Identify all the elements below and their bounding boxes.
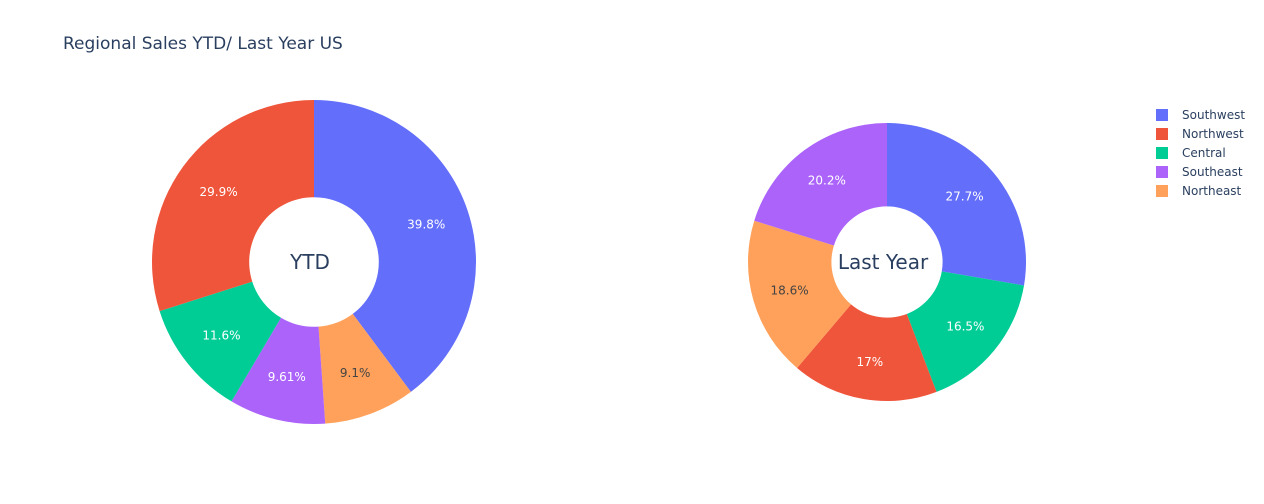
slice-southwest[interactable] xyxy=(887,123,1027,286)
donut-chart-ytd: 39.8% 9.1% 9.61% 11.6% 29.9% YTD xyxy=(151,99,476,424)
slice-southeast[interactable] xyxy=(231,317,326,424)
legend[interactable]: Southwest Northwest Central Southeast No… xyxy=(1156,105,1245,200)
slice-label-northwest: 17% xyxy=(857,355,884,369)
slice-label-central: 16.5% xyxy=(946,319,984,333)
slice-label-southeast: 9.61% xyxy=(268,370,306,384)
slice-label-southeast: 20.2% xyxy=(808,173,846,187)
legend-item-northwest[interactable]: Northwest xyxy=(1156,124,1245,143)
legend-label: Northwest xyxy=(1182,126,1244,141)
legend-item-central[interactable]: Central xyxy=(1156,143,1245,162)
slice-central[interactable] xyxy=(159,281,281,402)
slice-northwest[interactable] xyxy=(797,304,937,402)
legend-label: Southeast xyxy=(1182,164,1243,179)
slice-label-southwest: 39.8% xyxy=(407,218,445,232)
slice-label-northwest: 29.9% xyxy=(199,185,237,199)
slice-label-northeast: 9.1% xyxy=(340,366,371,380)
slice-northeast[interactable] xyxy=(318,313,411,424)
donut-center-label: YTD xyxy=(289,250,330,274)
legend-label: Central xyxy=(1182,145,1226,160)
slice-label-southwest: 27.7% xyxy=(946,190,984,204)
legend-swatch-northwest xyxy=(1156,127,1168,140)
slice-southwest[interactable] xyxy=(314,100,476,392)
slice-label-northeast: 18.6% xyxy=(770,283,808,297)
legend-label: Northeast xyxy=(1182,183,1242,198)
slice-label-central: 11.6% xyxy=(202,329,240,343)
legend-swatch-northeast xyxy=(1156,184,1168,197)
slice-central[interactable] xyxy=(906,271,1025,392)
legend-item-southeast[interactable]: Southeast xyxy=(1156,162,1245,181)
legend-swatch-central xyxy=(1156,146,1168,159)
legend-swatch-southwest xyxy=(1156,108,1168,121)
legend-item-southwest[interactable]: Southwest xyxy=(1156,105,1245,124)
slice-northeast[interactable] xyxy=(747,220,852,368)
slice-northwest[interactable] xyxy=(151,99,314,312)
legend-item-northeast[interactable]: Northeast xyxy=(1156,181,1245,200)
chart-title: Regional Sales YTD/ Last Year US xyxy=(63,34,343,54)
legend-swatch-southeast xyxy=(1156,165,1168,178)
donut-center-label: Last Year xyxy=(838,250,929,274)
slice-southeast[interactable] xyxy=(754,122,887,246)
legend-label: Southwest xyxy=(1182,107,1246,122)
donut-chart-last-year: 27.7% 16.5% 17% 18.6% 20.2% Last Year xyxy=(747,122,1027,402)
